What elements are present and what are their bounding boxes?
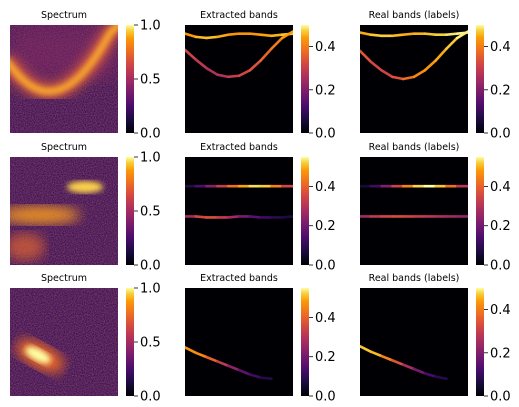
colorbar-tick-label: 0.0 bbox=[140, 259, 161, 274]
heatmap-area bbox=[360, 157, 468, 265]
colorbar-tick-label: 0.5 bbox=[140, 205, 161, 220]
colorbar-tick-label: 1.0 bbox=[140, 282, 161, 297]
colorbar-tick-label: 0.0 bbox=[490, 127, 511, 142]
band-segment bbox=[425, 34, 436, 35]
heatmap-background bbox=[360, 25, 468, 133]
heatmap-area bbox=[360, 25, 468, 133]
heatmap-area bbox=[10, 288, 118, 396]
colorbar-tick-label: 1.0 bbox=[140, 151, 161, 166]
panel-1-3-real-bands-labels: Real bands (labels) 0.0 0.2 0.4 bbox=[360, 10, 511, 142]
colorbar-tick-label: 0.0 bbox=[490, 259, 511, 274]
colorbar bbox=[301, 288, 309, 396]
colorbar-tick-label: 0.0 bbox=[315, 259, 336, 274]
band-segment bbox=[250, 216, 261, 217]
colorbar-tick-label: 0.4 bbox=[490, 303, 511, 318]
heatmap-area bbox=[185, 25, 293, 133]
panel-3-2-extracted-bands: Extracted bands 0.0 0.2 0.4 bbox=[185, 273, 336, 405]
colorbar-tick-label: 0.4 bbox=[490, 40, 511, 55]
colorbar bbox=[476, 288, 484, 396]
panel-title: Spectrum bbox=[41, 10, 87, 21]
colorbar-tick-label: 0.0 bbox=[140, 127, 161, 142]
band-segment bbox=[250, 34, 261, 35]
panel-2-3-real-bands-labels: Real bands (labels) 0.0 0.2 0.4 bbox=[360, 142, 511, 274]
panel-3-3-real-bands-labels: Real bands (labels) 0.0 0.2 0.4 bbox=[360, 273, 511, 405]
heatmap-area bbox=[6, 19, 125, 133]
heatmap-background bbox=[360, 157, 468, 265]
band-segment bbox=[282, 216, 293, 217]
spectrum-blob bbox=[5, 233, 45, 261]
colorbar-tick-label: 0.2 bbox=[490, 219, 511, 234]
colorbar-tick-label: 0.2 bbox=[315, 350, 336, 365]
panel-title: Real bands (labels) bbox=[369, 142, 460, 153]
spectrum-blob bbox=[67, 181, 103, 193]
band-segment bbox=[261, 378, 272, 379]
band-segment bbox=[392, 35, 403, 36]
colorbar bbox=[476, 25, 484, 133]
panel-1-2-extracted-bands: Extracted bands 0.0 0.2 0.4 bbox=[185, 10, 336, 142]
panel-title: Extracted bands bbox=[200, 273, 278, 284]
band-segment bbox=[228, 76, 239, 77]
spectrum-blob bbox=[0, 206, 80, 224]
colorbar-tick-label: 0.2 bbox=[490, 346, 511, 361]
colorbar-tick-label: 0.0 bbox=[490, 390, 511, 405]
band-line bbox=[185, 216, 293, 217]
band-segment bbox=[196, 216, 207, 217]
colorbar-tick-label: 0.2 bbox=[490, 83, 511, 98]
colorbar bbox=[301, 157, 309, 265]
colorbar bbox=[126, 157, 134, 265]
panel-2-1-spectrum: Spectrum 0.0 0.5 1.0 bbox=[0, 142, 161, 274]
colorbar-tick-label: 0.4 bbox=[490, 180, 511, 195]
colorbar-tick-label: 0.2 bbox=[315, 219, 336, 234]
colorbar bbox=[301, 25, 309, 133]
heatmap-background bbox=[360, 288, 468, 396]
colorbar-tick-label: 0.5 bbox=[140, 73, 161, 88]
colorbar-tick-label: 0.4 bbox=[315, 180, 336, 195]
heatmap-background bbox=[185, 288, 293, 396]
panel-title: Spectrum bbox=[41, 142, 87, 153]
panel-3-1-spectrum: Spectrum 0.0 0.5 1.0 bbox=[10, 273, 161, 405]
heatmap-background bbox=[185, 157, 293, 265]
band-segment bbox=[228, 216, 239, 217]
band-segment bbox=[446, 34, 457, 35]
band-segment bbox=[403, 34, 414, 35]
band-segment bbox=[207, 37, 218, 38]
colorbar-tick-label: 0.4 bbox=[315, 311, 336, 326]
panel-title: Extracted bands bbox=[200, 10, 278, 21]
band-segment bbox=[228, 34, 239, 35]
colorbar-tick-label: 0.5 bbox=[140, 336, 161, 351]
panel-title: Extracted bands bbox=[200, 142, 278, 153]
heatmap-background bbox=[185, 25, 293, 133]
heatmap-area bbox=[185, 288, 293, 396]
panel-title: Real bands (labels) bbox=[369, 10, 460, 21]
colorbar-tick-label: 0.4 bbox=[315, 40, 336, 55]
colorbar-tick-label: 1.0 bbox=[140, 19, 161, 34]
heatmap-area bbox=[0, 157, 118, 265]
band-segment bbox=[271, 35, 282, 36]
colorbar-tick-label: 0.0 bbox=[140, 390, 161, 405]
band-segment bbox=[261, 35, 272, 36]
panel-title: Spectrum bbox=[41, 273, 87, 284]
heatmap-area bbox=[360, 288, 468, 396]
colorbar bbox=[126, 288, 134, 396]
band-segment bbox=[196, 37, 207, 38]
panel-title: Real bands (labels) bbox=[369, 273, 460, 284]
band-segment bbox=[371, 35, 382, 36]
colorbar bbox=[476, 157, 484, 265]
heatmap-area bbox=[185, 157, 293, 265]
panel-1-1-spectrum: Spectrum 0.0 0.5 1.0 bbox=[6, 10, 161, 142]
colorbar bbox=[126, 25, 134, 133]
colorbar-tick-label: 0.2 bbox=[315, 83, 336, 98]
panel-2-2-extracted-bands: Extracted bands 0.0 0.2 0.4 bbox=[185, 142, 336, 274]
colorbar-tick-label: 0.0 bbox=[315, 127, 336, 142]
colorbar-tick-label: 0.0 bbox=[315, 390, 336, 405]
